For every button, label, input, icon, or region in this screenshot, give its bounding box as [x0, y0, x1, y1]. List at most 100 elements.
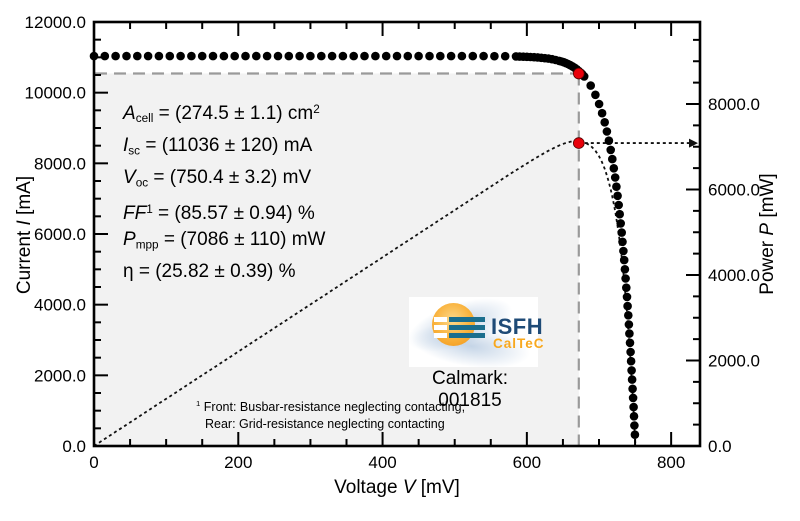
iv-data-point [626, 356, 636, 366]
iv-data-point [630, 430, 640, 440]
x-tick-label: 800 [657, 453, 685, 472]
iv-data-point [122, 51, 131, 61]
iv-data-point [436, 51, 445, 61]
pmpp-arrow [578, 138, 698, 148]
iv-data-point [613, 191, 622, 201]
iv-data-point [628, 384, 637, 394]
iv-data-point [628, 393, 638, 403]
mpp-point-power [572, 137, 585, 149]
iv-data-point [468, 51, 478, 61]
y-right-tick-label: 2000.0 [708, 351, 760, 370]
param-line-4: Pmpp = (7086 ± 110) mW [123, 229, 326, 252]
iv-data-point [479, 51, 488, 61]
iv-data-point [273, 51, 283, 61]
iv-data-point [197, 51, 207, 61]
iv-data-point [100, 51, 110, 61]
param-line-5: η = (25.82 ± 0.39) % [123, 260, 296, 282]
iv-data-point [615, 209, 624, 219]
iv-data-point [143, 51, 153, 61]
y-right-tick-label: 0.0 [708, 437, 732, 456]
y-right-tick-label: 6000.0 [708, 180, 760, 199]
y-left-axis-label: Current I [mA] [14, 175, 35, 295]
iv-data-point [623, 301, 632, 311]
iv-data-point [133, 51, 142, 61]
iv-data-point [625, 338, 635, 348]
iv-data-point [594, 99, 604, 109]
iv-data-point [600, 118, 609, 127]
iv-data-point [306, 51, 315, 61]
iv-data-point [457, 51, 467, 61]
x-tick-label: 400 [368, 453, 396, 472]
logo-sub-text: CalTeC [493, 336, 545, 351]
calmark-label: Calmark: 001815 [431, 368, 508, 411]
tick-labels: 0 200 400 600 8000.02000.04000.06000.08000.0… [25, 13, 760, 472]
iv-data-point [176, 51, 185, 61]
y-left-tick-label: 4000.0 [34, 296, 86, 315]
footnote-line-2: Rear: Grid-resistance neglecting contact… [205, 417, 445, 432]
iv-data-point [586, 81, 595, 90]
iv-data-point [360, 51, 369, 61]
iv-data-point [317, 51, 326, 61]
iv-data-point [295, 51, 304, 61]
iv-data-point [625, 329, 634, 338]
iv-data-point [165, 51, 175, 61]
param-line-0: Acell = (274.5 ± 1.1) cm2 [123, 102, 320, 126]
footnote-line-1: 1 Front: Busbar-resistance neglecting co… [196, 399, 466, 415]
iv-data-point [230, 51, 239, 61]
iv-data-point [371, 51, 380, 61]
iv-data-point [629, 402, 638, 412]
logo-bar-icon [434, 325, 447, 330]
iv-data-point [251, 51, 261, 61]
footnote: 1 Front: Busbar-resistance neglecting co… [196, 395, 465, 433]
x-tick-label: 200 [224, 453, 252, 472]
y-right-tick-label: 8000.0 [708, 95, 760, 114]
mpp-shaded-region [95, 73, 579, 446]
iv-data-point [381, 51, 391, 61]
y-left-tick-label: 8000.0 [34, 154, 86, 173]
iv-data-point [621, 274, 630, 283]
iv-data-point [608, 154, 617, 164]
pmpp-arrowhead-icon [689, 138, 698, 148]
logo-bar-icon [449, 317, 485, 322]
iv-data-point [414, 51, 423, 61]
iv-data-point [403, 51, 413, 61]
iv-data-point [425, 51, 434, 61]
iv-data-point [500, 51, 510, 61]
iv-data-point [349, 51, 359, 61]
iv-data-point [627, 375, 637, 384]
iv-data-point [626, 347, 635, 357]
mpp-point-iv [572, 67, 585, 80]
iv-data-point [610, 173, 620, 182]
iv-data-point [624, 311, 633, 320]
iv-data-point [629, 412, 639, 421]
sun-icon [432, 303, 475, 346]
y-left-tick-label: 6000.0 [34, 225, 86, 244]
iv-data-point [604, 136, 614, 145]
iv-data-point [617, 228, 626, 237]
footnote-marker: 1 [196, 399, 201, 408]
iv-data-point [614, 200, 623, 210]
x-axis-label: Voltage V [mV] [334, 477, 460, 498]
isfh-caltec-logo: ISFH CalTeC [400, 287, 544, 376]
iv-data-point [622, 283, 631, 293]
iv-data-point [208, 51, 218, 61]
y-left-tick-label: 0.0 [62, 437, 86, 456]
y-left-tick-label: 2000.0 [34, 366, 86, 385]
iv-data-point [618, 237, 627, 247]
iv-data-point [597, 108, 607, 118]
param-line-3: FF1 = (85.57 ± 0.94) % [123, 202, 315, 224]
iv-data-point [154, 51, 164, 61]
iv-data-point [606, 145, 615, 155]
iv-data-point [327, 51, 337, 61]
iv-data-point [616, 219, 625, 228]
x-tick-label: 0 [89, 453, 98, 472]
iv-data-point [262, 51, 272, 61]
param-line-1: Isc = (11036 ± 120) mA [123, 134, 313, 158]
iv-data-point [624, 320, 634, 329]
iv-data-point [187, 51, 196, 61]
cell-parameters-annotation: Acell = (274.5 ± 1.1) cm2 Isc = (11036 ± … [123, 97, 325, 286]
iv-data-point [241, 51, 250, 61]
mpp-guide-lines [95, 72, 580, 445]
